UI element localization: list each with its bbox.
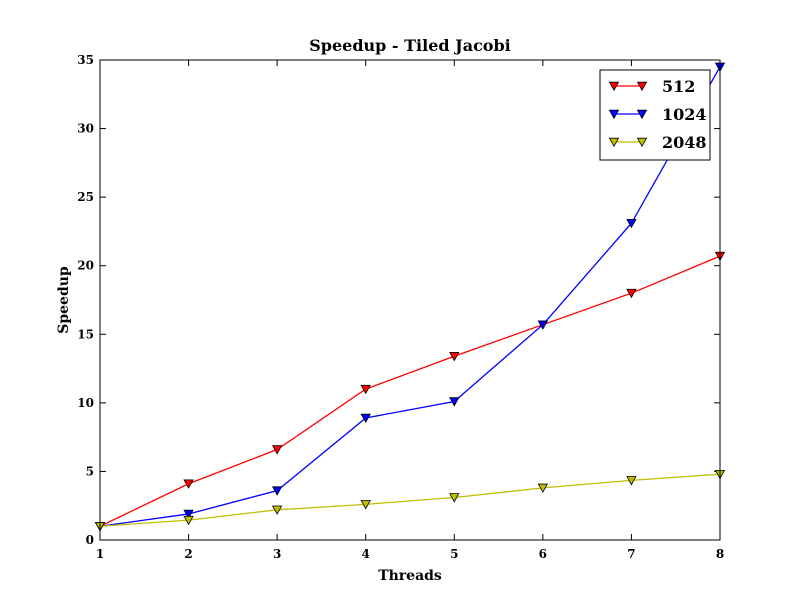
y-tick-label: 10 [77, 396, 94, 410]
data-point-2048 [626, 476, 637, 486]
data-point-1024 [183, 509, 194, 520]
data-point-512 [271, 445, 283, 455]
legend-marker-2048 [636, 137, 648, 148]
tick-labels: 1 2 3 4 5 6 7 8 0 5 10 15 20 25 30 35 [77, 53, 724, 561]
data-point-1024 [449, 397, 460, 407]
legend-marker-1024 [608, 109, 620, 120]
data-point-512 [183, 479, 194, 489]
legend-marker-1024 [636, 109, 648, 120]
data-point-2048 [537, 483, 549, 493]
y-tick-label: 30 [77, 122, 94, 136]
x-tick-label: 4 [362, 547, 370, 561]
x-tick-label: 3 [273, 547, 281, 561]
x-tick-label: 6 [539, 547, 547, 561]
data-point-2048 [360, 500, 371, 510]
legend-label-2048: 2048 [662, 133, 707, 152]
legend: 512 1024 2048 [599, 69, 711, 161]
y-tick-label: 35 [77, 53, 94, 67]
data-point-1024 [360, 413, 371, 424]
y-axis-label: Speedup [56, 266, 72, 334]
data-point-2048 [449, 493, 460, 503]
legend-label-1024: 1024 [662, 105, 707, 124]
y-tick-label: 25 [77, 190, 94, 204]
x-axis-label: Threads [378, 568, 442, 584]
x-tick-label: 8 [716, 547, 724, 561]
series-line-512 [99, 255, 721, 527]
y-tick-label: 15 [77, 327, 94, 341]
x-tick-label: 7 [627, 547, 635, 561]
legend-marker-512 [608, 81, 620, 92]
series-lines [94, 62, 726, 532]
legend-label-512: 512 [662, 77, 695, 96]
x-tick-label: 1 [96, 547, 104, 561]
x-tick-label: 2 [184, 547, 192, 561]
y-tick-label: 0 [86, 533, 94, 547]
data-point-1024 [271, 486, 283, 496]
data-point-512 [360, 384, 371, 395]
data-point-2048 [271, 505, 283, 515]
data-point-512 [449, 352, 460, 362]
plot-frame [99, 59, 721, 541]
legend-marker-512 [636, 81, 648, 92]
data-point-1024 [537, 320, 549, 330]
data-point-2048 [183, 515, 194, 526]
data-point-1024 [626, 218, 637, 229]
series-line-2048 [99, 473, 721, 527]
legend-marker-2048 [608, 137, 620, 148]
series-line-1024 [99, 66, 721, 527]
y-tick-label: 20 [77, 259, 94, 273]
chart-title: Speedup - Tiled Jacobi [309, 36, 511, 55]
data-point-512 [626, 288, 637, 299]
y-tick-label: 5 [86, 464, 94, 478]
legend-box [599, 69, 711, 161]
x-tick-label: 5 [450, 547, 458, 561]
